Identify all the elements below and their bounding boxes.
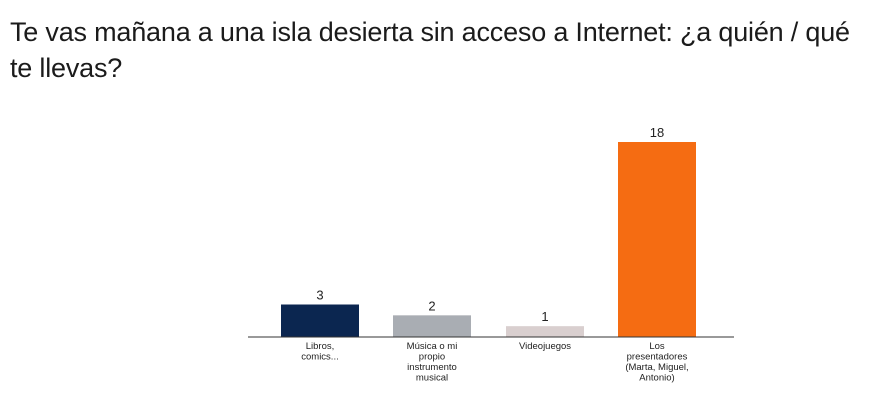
category-label-line: comics... [301,352,338,363]
category-label-4: Los presentadores (Marta, Miguel, Antonio) [625,341,688,384]
category-label-1: Libros, comics... [301,341,338,363]
bar-1 [281,304,359,337]
category-label-line: Libros, [306,341,335,352]
bar-4 [618,142,696,337]
category-label-line: presentadores [627,352,688,363]
bar-2 [393,315,471,337]
category-label-line: Antonio) [639,373,674,384]
category-label-3: Videojuegos [519,341,571,352]
category-label-line: Los [649,341,665,352]
category-label-line: musical [416,373,448,384]
bars-layer [281,142,696,337]
category-label-line: instrumento [407,362,457,373]
category-label-line: Música o mi [407,341,458,352]
value-label-1: 3 [316,288,323,303]
value-label-2: 2 [428,298,435,313]
chart-title: Te vas mañana a una isla desierta sin ac… [10,17,850,83]
category-labels-layer: Libros, comics... Música o mi propio instrum… [301,341,688,384]
category-label-2: Música o mi propio instrumento musical [407,341,458,384]
bar-3 [506,326,584,337]
category-label-line: (Marta, Miguel, [625,362,688,373]
value-labels-layer: 3 2 1 18 [316,125,664,324]
value-label-3: 1 [541,309,548,324]
value-label-4: 18 [650,125,664,140]
category-label-line: Videojuegos [519,341,571,352]
category-label-line: propio [419,352,445,363]
